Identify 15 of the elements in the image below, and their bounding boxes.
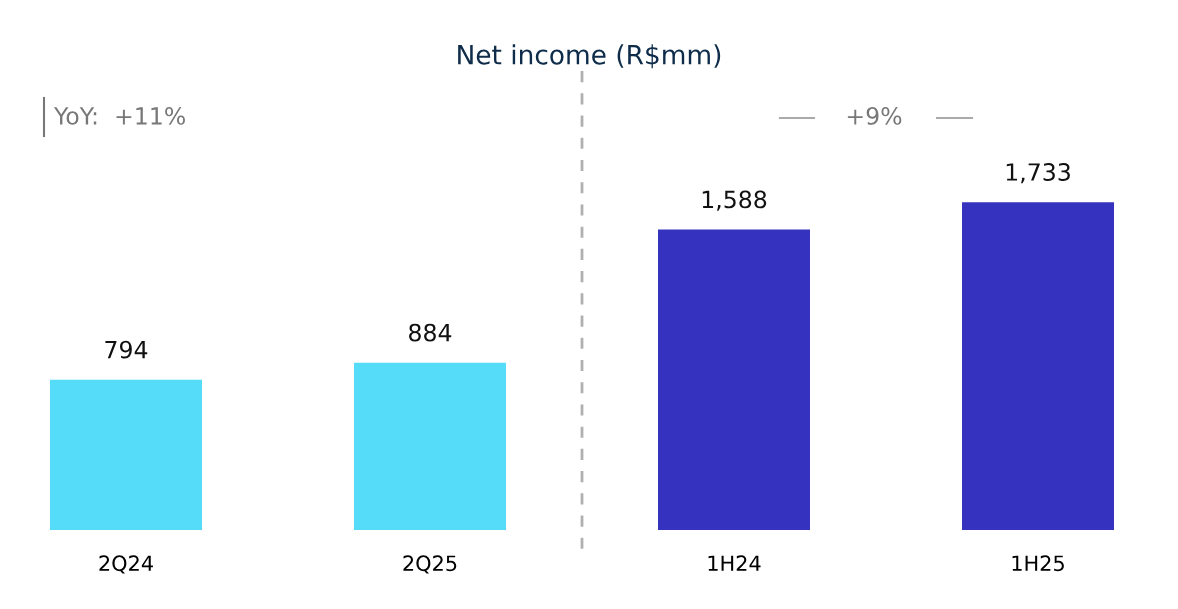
bar [354, 362, 506, 530]
data-label: 884 [409, 323, 452, 342]
x-tick-label: 1H25 [1012, 555, 1064, 572]
data-label: 1,588 [702, 190, 767, 211]
x-tick-label: 2Q24 [99, 555, 153, 574]
data-label: 794 [105, 340, 148, 359]
x-tick-label: 1H24 [708, 555, 761, 571]
chart-title: Net income (R$mm) [458, 44, 721, 69]
data-label: 1,733 [1006, 163, 1070, 184]
bar [962, 202, 1114, 530]
text: YoY: +11% [53, 106, 185, 125]
bar [50, 379, 202, 530]
text: +9% [847, 106, 902, 125]
x-tick-label: 2Q25 [403, 555, 457, 574]
bar [658, 229, 810, 530]
